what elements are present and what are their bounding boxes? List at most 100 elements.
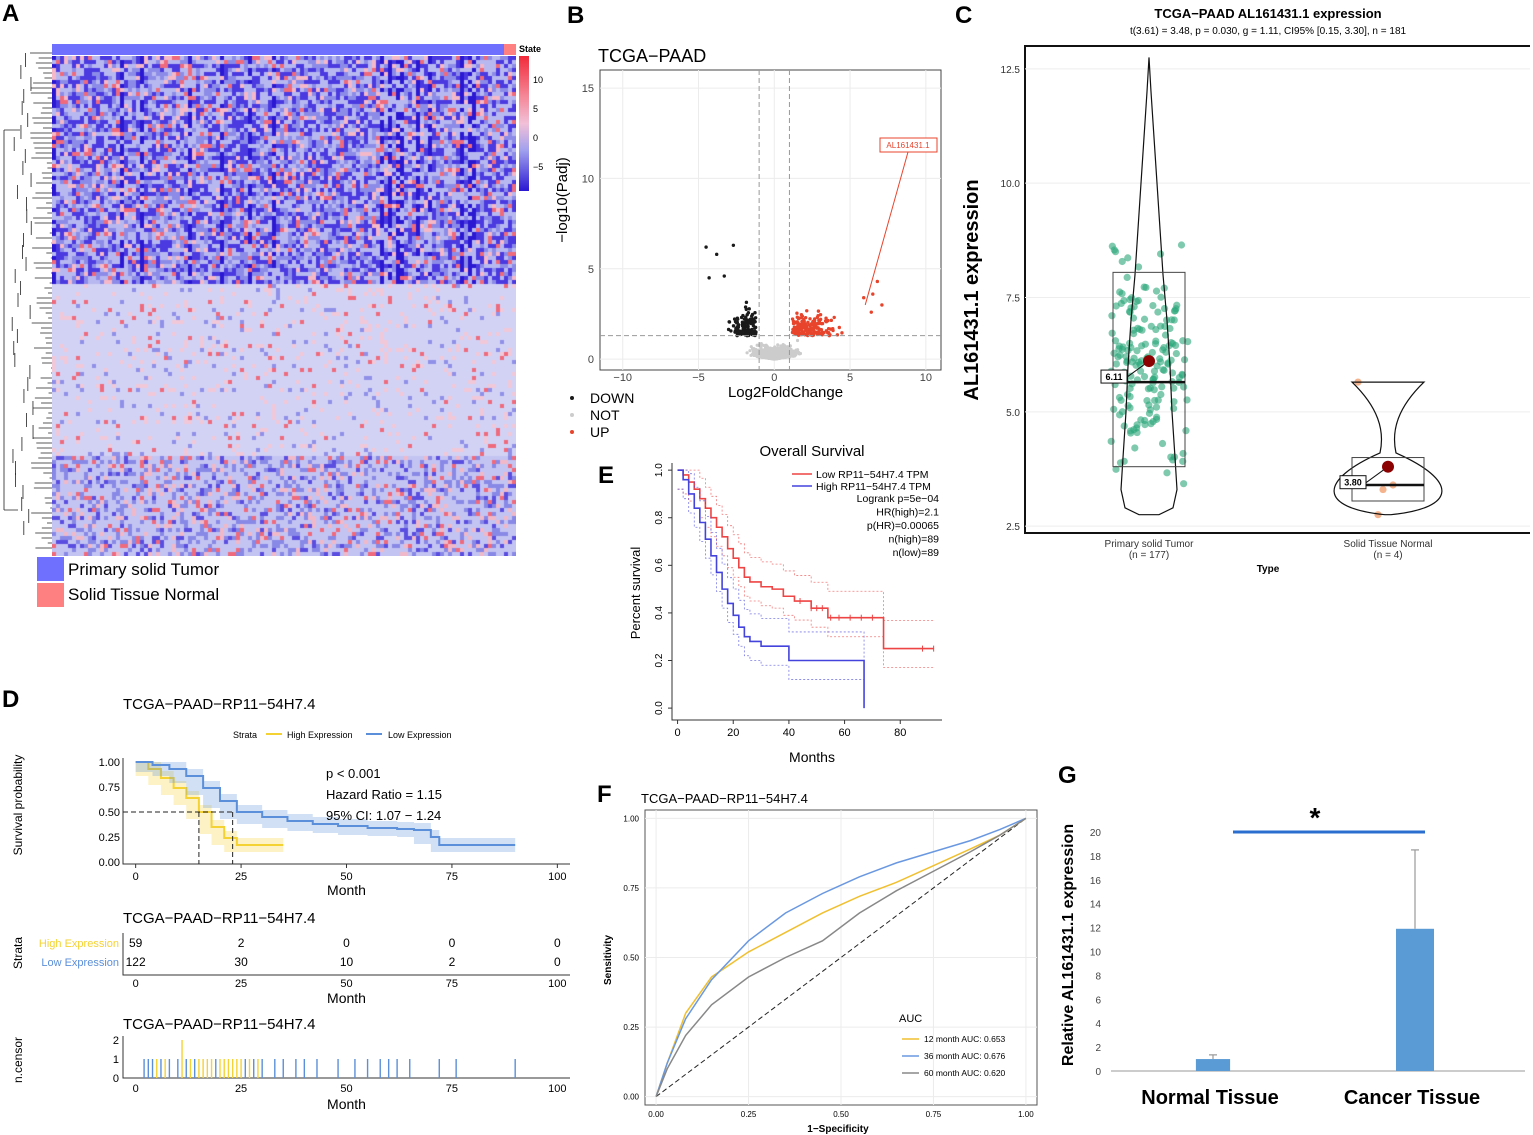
volcano-label-leader — [864, 151, 909, 306]
volcano-point-not — [759, 342, 763, 346]
km-y-tick: 0.00 — [99, 857, 120, 869]
roc-curve-2 — [655, 817, 1027, 1097]
violin-point-tumor — [1177, 241, 1186, 249]
violin-x-label: Type — [1257, 564, 1280, 575]
volcano-point-up — [803, 322, 807, 326]
volcano-point-up — [796, 316, 801, 321]
volcano-point-not — [773, 346, 777, 350]
violin-point-tumor — [1133, 347, 1141, 355]
violin-point-tumor — [1118, 290, 1126, 298]
gepia-x-tick: 20 — [727, 727, 739, 739]
km-y-label: Survival probability — [11, 755, 25, 856]
volcano-point-not — [756, 355, 761, 359]
violin-point-tumor — [1160, 366, 1168, 374]
roc-x-label: 1−Specificity — [807, 1124, 869, 1135]
violin-point-tumor — [1116, 351, 1124, 359]
gepia-legend-label: Low RP11−54H7.4 TPM — [816, 469, 929, 481]
roc-x-tick: 0.50 — [833, 1110, 849, 1119]
risk-axes — [122, 933, 570, 976]
violin-point-tumor — [1157, 390, 1165, 399]
roc-x-tick: 0.00 — [648, 1110, 664, 1119]
volcano-point-not — [795, 351, 799, 355]
volcano-y-tick: 10 — [582, 173, 594, 185]
volcano-point-down — [752, 319, 756, 324]
violin-point-tumor — [1134, 263, 1143, 271]
volcano-point-up — [816, 314, 820, 318]
state-annotation-normal — [504, 44, 516, 55]
panel-label-a: A — [2, 0, 20, 27]
qpcr-y-tick: 4 — [1095, 1019, 1101, 1030]
qpcr-x-tick: Cancer Tissue — [1344, 1087, 1480, 1109]
km-y-tick: 0.75 — [99, 782, 120, 794]
gepia-stat: HR(high)=2.1 — [876, 507, 939, 519]
legend-swatch-normal — [37, 583, 64, 607]
violin-y-tick: 12.5 — [1001, 65, 1021, 76]
qpcr-bar-1 — [1396, 928, 1434, 1071]
qpcr-x-tick: Normal Tissue — [1141, 1087, 1278, 1109]
volcano-point-up — [820, 321, 825, 326]
volcano-point-up — [812, 320, 817, 324]
violin-point-tumor — [1127, 372, 1135, 380]
violin-point-tumor — [1107, 437, 1115, 445]
violin-title: TCGA−PAAD AL161431.1 expression — [1154, 6, 1381, 21]
volcano-point-down — [735, 316, 740, 320]
violin-point-tumor — [1156, 250, 1165, 258]
volcano-point-not — [776, 343, 780, 347]
ncensor-title: TCGA−PAAD−RP11−54H7.4 — [123, 1016, 315, 1033]
volcano-x-tick: 0 — [771, 372, 777, 384]
violin-x-count: (n = 4) — [1373, 550, 1402, 561]
risk-x-tick: 0 — [133, 978, 139, 990]
volcano-point-up — [790, 330, 795, 335]
risk-cell: 0 — [554, 955, 561, 969]
violin-point-tumor — [1115, 393, 1124, 402]
violin-point-tumor — [1118, 257, 1126, 266]
gepia-stat: Logrank p=5e−04 — [857, 493, 939, 505]
gepia-y-tick: 0.4 — [654, 606, 665, 620]
ncensor-x-tick: 25 — [235, 1083, 247, 1095]
volcano-point-not — [795, 338, 800, 343]
volcano-point-down — [746, 325, 750, 329]
violin-point-tumor — [1148, 348, 1156, 357]
violin-point-tumor — [1127, 343, 1135, 352]
volcano-y-tick: 5 — [588, 264, 594, 276]
volcano-point-down — [733, 330, 737, 334]
km-x-tick: 0 — [133, 871, 139, 883]
heatmap-state-label: State — [519, 44, 542, 54]
violin-y-tick: 2.5 — [1006, 522, 1020, 533]
risk-row-label: High Expression — [39, 938, 119, 950]
volcano-point-down — [746, 329, 750, 334]
violin-point-tumor — [1126, 296, 1134, 304]
roc-x-tick: 0.25 — [741, 1110, 757, 1119]
risk-cell: 0 — [554, 936, 561, 950]
violin-point-tumor — [1152, 403, 1161, 411]
violin-point-tumor — [1140, 373, 1149, 381]
volcano-point-up — [805, 330, 810, 335]
violin-point-tumor — [1108, 312, 1116, 320]
violin-x-tick: Solid Tissue Normal — [1344, 539, 1433, 550]
gepia-x-tick: 60 — [838, 727, 850, 739]
km-x-tick: 25 — [235, 871, 247, 883]
volcano-point-not — [768, 347, 772, 351]
gepia-survival-plot: Overall Survival 0 20 40 60 80 0.0 0.2 0.4 0.6 0.8… — [628, 443, 942, 765]
volcano-point-up — [812, 325, 816, 329]
violin-point-tumor — [1184, 338, 1192, 346]
roc-y-tick: 0.25 — [623, 1023, 639, 1032]
volcano-point-up — [880, 303, 884, 307]
dendrogram-branches — [3, 52, 52, 549]
violin-point-tumor — [1131, 444, 1139, 452]
volcano-point-up — [875, 279, 880, 284]
violin-mean-point — [1143, 355, 1155, 368]
ncensor-y-tick: 0 — [113, 1073, 119, 1085]
violin-point-tumor — [1149, 301, 1157, 310]
volcano-point-not — [784, 348, 788, 352]
violin-point-tumor — [1138, 342, 1146, 350]
gepia-x-tick: 80 — [894, 727, 906, 739]
roc-y-label: Sensitivity — [603, 935, 614, 985]
risk-cell: 30 — [234, 955, 248, 969]
risk-cell: 10 — [340, 955, 354, 969]
volcano-point-up — [815, 326, 819, 330]
volcano-point-up — [805, 333, 810, 338]
volcano-point-down — [739, 315, 744, 320]
violin-point-tumor — [1128, 358, 1136, 366]
volcano-point-down — [731, 243, 736, 248]
